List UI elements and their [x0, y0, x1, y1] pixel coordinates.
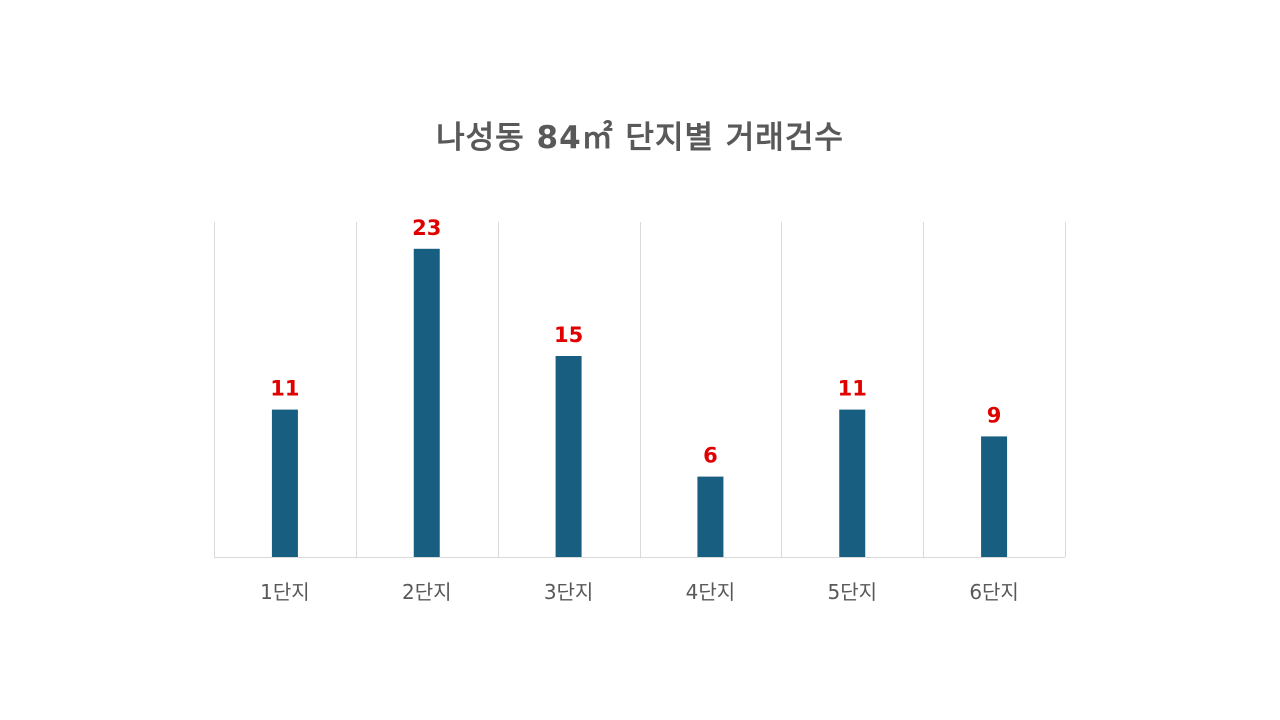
- data-label: 15: [554, 323, 583, 347]
- x-tick-label: 5단지: [827, 580, 877, 604]
- data-label: 11: [838, 377, 867, 401]
- x-tick-label: 2단지: [402, 580, 452, 604]
- x-tick-label: 3단지: [544, 580, 594, 604]
- data-labels: 11 23 15 6 11 9: [270, 216, 1001, 468]
- data-label: 9: [987, 403, 1002, 427]
- bar: [839, 409, 866, 557]
- x-tick-label: 4단지: [686, 580, 736, 604]
- bar: [271, 409, 298, 557]
- bar: [413, 248, 440, 558]
- bars: [271, 248, 1008, 558]
- data-label: 23: [412, 216, 441, 240]
- bar: [697, 476, 724, 557]
- bar: [981, 436, 1008, 557]
- chart-title: 나성동 84㎡ 단지별 거래건수: [436, 120, 844, 156]
- data-label: 6: [703, 444, 718, 468]
- x-tick-label: 1단지: [260, 580, 310, 604]
- x-tick-label: 6단지: [969, 580, 1019, 604]
- bar: [555, 356, 582, 557]
- gridlines: [214, 222, 1066, 558]
- x-tick-labels: 1단지 2단지 3단지 4단지 5단지 6단지: [260, 580, 1019, 604]
- data-label: 11: [270, 377, 299, 401]
